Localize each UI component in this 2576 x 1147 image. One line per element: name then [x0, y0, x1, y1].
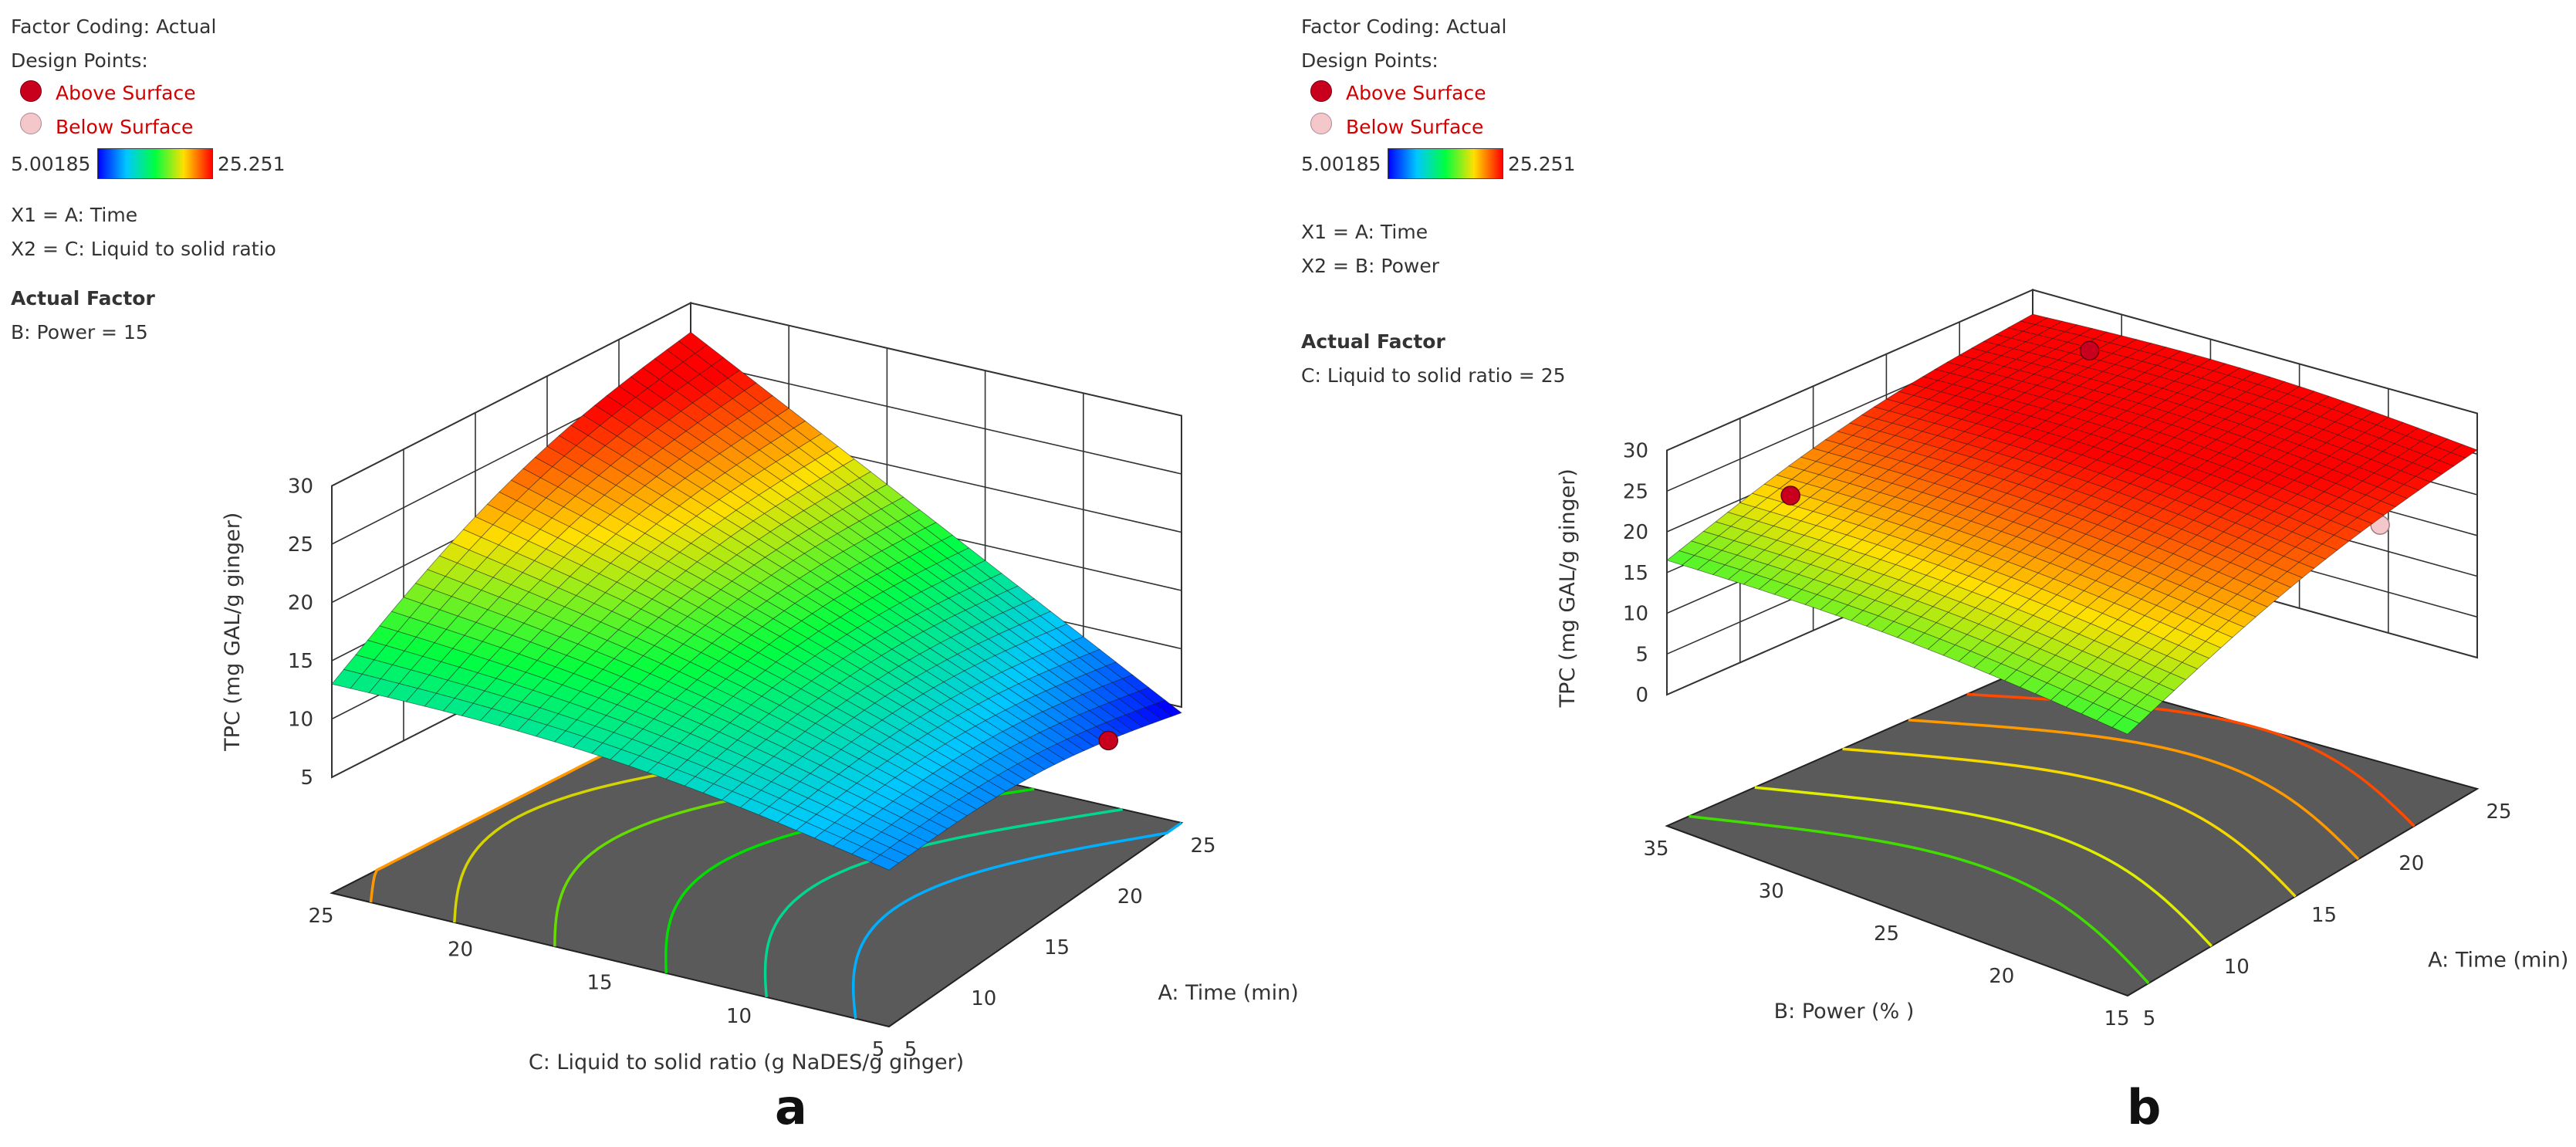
surface-cell: [2449, 444, 2478, 458]
y-axis-title: C: Liquid to solid ratio (g NaDES/g ging…: [529, 1051, 964, 1074]
below-surface-marker: [20, 113, 42, 134]
z-tick-label: 25: [1623, 480, 1648, 503]
z-axis-title: TPC (mg GAL/g ginger): [221, 513, 245, 752]
contour-line: [851, 821, 1182, 1019]
x-axis-title: A: Time (min): [1158, 981, 1298, 1005]
z-tick-label: 0: [1635, 684, 1648, 707]
below-surface-label: Below Surface: [1346, 116, 1484, 138]
factor-coding-text: Factor Coding: Actual: [1301, 15, 1507, 38]
response-surface: [331, 331, 1182, 871]
below-surface-marker: [1310, 113, 1332, 134]
y-tick-label: 15: [2104, 1007, 2129, 1030]
color-scale-max: 25.251: [1508, 153, 1576, 175]
panel-b-plot: 0 5 10 15 20 25 30 5 10 15 20 25 35 30 25 20 15 TPC (mg G…: [1556, 288, 2568, 1030]
x1-factor: X1 = A: Time: [1301, 221, 1428, 243]
y-tick-label: 20: [1989, 965, 2014, 988]
z-tick-label: 30: [1623, 440, 1648, 463]
above-surface-label: Above Surface: [56, 82, 196, 104]
z-axis-title: TPC (mg GAL/g ginger): [1556, 469, 1580, 708]
z-tick-label: 5: [1635, 643, 1648, 666]
x-tick-label: 10: [2224, 956, 2250, 979]
actual-factor-title: Actual Factor: [1301, 330, 1445, 353]
wall-gridline: [1666, 289, 2478, 452]
x2-factor: X2 = B: Power: [1301, 255, 1439, 277]
design-points-title: Design Points:: [1301, 49, 1438, 72]
x-tick-label: 10: [971, 987, 996, 1010]
color-scale-bar: [97, 148, 213, 179]
z-tick-label: 10: [1623, 603, 1648, 626]
panel-a-plot: 5 10 15 20 25 30 5 10 15 20 25 25 20 15 10 5 TPC (mg GAL…: [221, 301, 1299, 1074]
x2-factor: X2 = C: Liquid to solid ratio: [11, 238, 276, 260]
above-surface-marker: [20, 80, 42, 102]
design-point-above: [1098, 730, 1118, 751]
factor-coding-text: Factor Coding: Actual: [11, 15, 217, 38]
actual-factor-value: C: Liquid to solid ratio = 25: [1301, 364, 1566, 387]
z-tick-label: 30: [288, 475, 313, 499]
z-tick-label: 15: [1623, 562, 1648, 585]
x-tick-label: 15: [1044, 936, 1070, 959]
design-points-title: Design Points:: [11, 49, 148, 72]
color-scale-max: 25.251: [218, 153, 286, 175]
color-scale-min: 5.00185: [11, 153, 91, 175]
above-surface-marker: [1310, 80, 1332, 102]
x-tick-label: 20: [1117, 885, 1143, 908]
contour-floor: [1665, 664, 2480, 997]
y-tick-label: 25: [308, 905, 333, 928]
actual-factor-title: Actual Factor: [11, 287, 155, 310]
below-surface-label: Below Surface: [56, 116, 194, 138]
y-tick-label: 15: [587, 972, 612, 995]
color-scale-min: 5.00185: [1301, 153, 1381, 175]
z-tick-label: 5: [300, 766, 313, 790]
above-surface-label: Above Surface: [1346, 82, 1486, 104]
y-tick-label: 5: [872, 1038, 885, 1061]
z-tick-label: 10: [288, 709, 313, 732]
design-point-above: [2079, 340, 2100, 360]
contour-line: [1754, 786, 2213, 947]
surface-cell: [1154, 699, 1182, 717]
panel-label-a: a: [775, 1079, 807, 1135]
contour-line: [1689, 814, 2150, 985]
actual-factor-value: B: Power = 15: [11, 321, 148, 343]
x1-factor: X1 = A: Time: [11, 204, 138, 226]
y-tick-label: 25: [1874, 922, 1899, 946]
x-tick-label: 15: [2311, 904, 2337, 927]
y-tick-label: 30: [1759, 880, 1784, 903]
x-tick-label: 5: [2143, 1007, 2156, 1030]
panel-label-b: b: [2127, 1079, 2162, 1135]
y-tick-label: 35: [1643, 837, 1668, 861]
contour-line: [1908, 718, 2360, 861]
response-surface: [1666, 313, 2478, 735]
z-tick-label: 20: [1623, 521, 1648, 544]
x-tick-label: 20: [2399, 852, 2424, 875]
contour-line: [1842, 747, 2297, 898]
y-tick-label: 10: [726, 1005, 752, 1028]
wall-gridline: [331, 302, 1182, 487]
z-tick-label: 25: [288, 533, 313, 557]
contour-line: [763, 807, 1123, 998]
color-scale-bar: [1388, 148, 1503, 179]
x-axis-title: A: Time (min): [2428, 949, 2568, 973]
design-point-above: [1780, 486, 1800, 506]
y-tick-label: 20: [448, 938, 473, 961]
z-tick-label: 15: [288, 650, 313, 673]
z-tick-label: 20: [288, 592, 313, 615]
x-tick-label: 5: [904, 1038, 918, 1061]
x-tick-label: 25: [2486, 800, 2511, 824]
x-tick-label: 25: [1190, 834, 1215, 858]
y-axis-title: B: Power (% ): [1774, 1000, 1915, 1024]
